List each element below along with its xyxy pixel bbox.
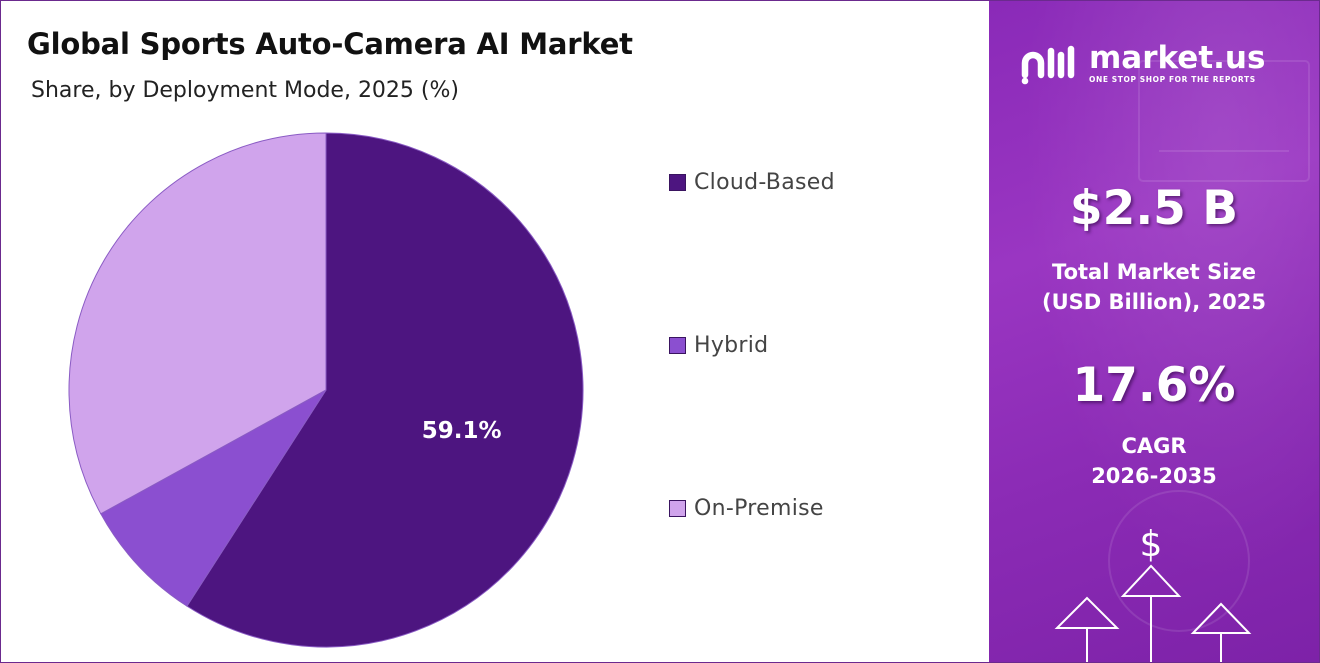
market-size-label-line2: (USD Billion), 2025 — [1041, 290, 1267, 314]
legend-swatch — [669, 336, 686, 354]
legend-swatch — [669, 499, 686, 517]
chart-subtitle: Share, by Deployment Mode, 2025 (%) — [31, 78, 459, 103]
data-label-cloud-based: 59.1% — [422, 418, 502, 444]
pie-slice-on-premise — [68, 132, 327, 515]
brand-logo-group: market.us ONE STOP SHOP FOR THE REPORTS — [1019, 41, 1265, 85]
summary-panel: market.us ONE STOP SHOP FOR THE REPORTS … — [989, 1, 1319, 662]
chart-panel: Global Sports Auto-Camera AI Market Shar… — [1, 1, 987, 662]
background-decoration — [1108, 60, 1310, 632]
pie-slice-hybrid — [100, 389, 327, 607]
legend-item: On-Premise — [669, 493, 824, 523]
growth-arrows-icon: $ — [1054, 524, 1252, 662]
chart-title: Global Sports Auto-Camera AI Market — [27, 27, 633, 61]
brand-name: market.us — [1089, 40, 1266, 76]
arrow-left-icon — [1054, 596, 1120, 662]
legend-item: Cloud-Based — [669, 167, 835, 197]
brand-tagline: ONE STOP SHOP FOR THE REPORTS — [1089, 75, 1256, 84]
pie-chart: 59.1% — [68, 132, 584, 648]
legend-label: On-Premise — [694, 495, 824, 521]
dollar-icon: $ — [1140, 524, 1163, 565]
market-size-value: $2.5 B — [1069, 181, 1239, 236]
legend-item: Hybrid — [669, 330, 768, 360]
cagr-label-line2: 2026-2035 — [1091, 464, 1217, 488]
arrow-right-icon — [1190, 602, 1252, 662]
chart-legend: Cloud-Based Hybrid On-Premise — [669, 1, 969, 662]
cagr-value: 17.6% — [1072, 358, 1236, 413]
arrow-center-icon — [1120, 564, 1182, 662]
legend-swatch — [669, 173, 686, 191]
market-size-label-line1: Total Market Size — [1052, 260, 1256, 284]
cagr-label-line1: CAGR — [1121, 434, 1187, 458]
panel-sheen — [989, 1, 1319, 662]
market-us-logo-icon — [1021, 45, 1075, 85]
legend-label: Hybrid — [694, 332, 769, 358]
legend-label: Cloud-Based — [694, 169, 835, 195]
pie-slice-cloud-based — [186, 132, 584, 648]
